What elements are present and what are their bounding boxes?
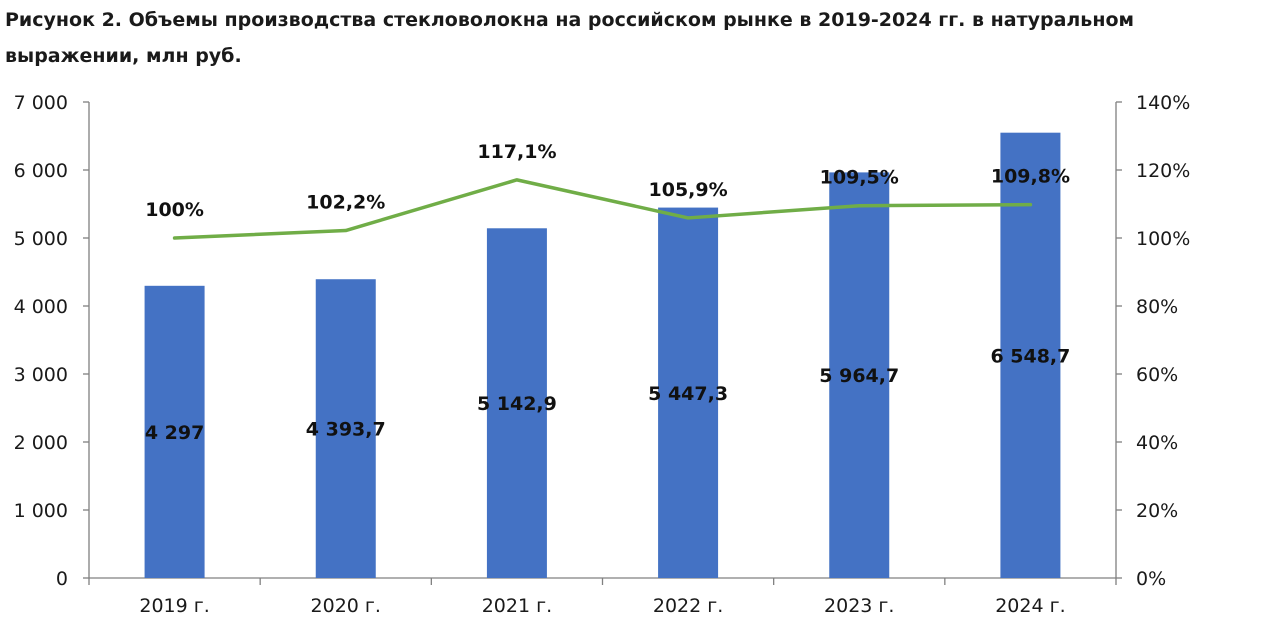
left-axis-tick-label: 4 000	[14, 296, 68, 318]
bar-value-label: 5 142,9	[477, 393, 557, 415]
right-axis-tick-label: 20%	[1136, 500, 1178, 522]
bar-value-label: 4 393,7	[306, 419, 386, 441]
x-axis-tick-label: 2022 г.	[653, 595, 723, 617]
bar	[486, 228, 547, 578]
left-axis-tick-label: 3 000	[14, 364, 68, 386]
right-axis-tick-label: 80%	[1136, 296, 1178, 318]
x-axis-tick-label: 2019 г.	[139, 595, 209, 617]
x-axis-tick-label: 2021 г.	[482, 595, 552, 617]
bar-value-label: 6 548,7	[990, 345, 1070, 367]
bar	[658, 207, 719, 578]
x-axis-tick-label: 2020 г.	[311, 595, 381, 617]
line-value-label: 109,8%	[991, 166, 1070, 188]
left-axis-tick-label: 1 000	[14, 500, 68, 522]
data-labels: 4 297 4 393,7 5 142,9 5 447,3 5 964,7 6 548,7…	[145, 141, 1071, 444]
bar	[1000, 132, 1061, 578]
left-axis-tick-label: 2 000	[14, 432, 68, 454]
right-axis-tick-label: 60%	[1136, 364, 1178, 386]
line-value-label: 105,9%	[649, 179, 728, 201]
bar-value-label: 5 447,3	[648, 383, 728, 405]
right-axis-tick-label: 100%	[1136, 228, 1190, 250]
left-axis-tick-label: 6 000	[14, 160, 68, 182]
bar	[829, 172, 890, 579]
left-axis-tick-label: 7 000	[14, 92, 68, 114]
right-axis-tick-label: 40%	[1136, 432, 1178, 454]
bar	[144, 285, 205, 578]
bar-series	[144, 132, 1061, 579]
line-value-label: 109,5%	[820, 167, 899, 189]
bar	[315, 279, 376, 578]
left-axis-tick-label: 0	[56, 568, 68, 590]
chart-axes: 0 1 000 2 000 3 000 4 000 5 000 6 000 7 000 0% 20…	[14, 92, 1191, 617]
bar-value-label: 5 964,7	[819, 365, 899, 387]
line-value-label: 117,1%	[477, 141, 556, 163]
line-value-label: 102,2%	[306, 192, 385, 214]
right-axis-tick-label: 0%	[1136, 568, 1166, 590]
x-axis-tick-label: 2024 г.	[995, 595, 1065, 617]
x-axis-tick-label: 2023 г.	[824, 595, 894, 617]
bar-value-label: 4 297	[145, 422, 205, 444]
right-axis-tick-label: 120%	[1136, 160, 1190, 182]
chart-title: Рисунок 2. Объемы производства стекловол…	[5, 9, 1135, 67]
right-axis-tick-label: 140%	[1136, 92, 1190, 114]
line-series	[172, 178, 1033, 240]
growth-line	[172, 178, 1033, 240]
line-value-label: 100%	[145, 199, 204, 221]
left-axis-tick-label: 5 000	[14, 228, 68, 250]
